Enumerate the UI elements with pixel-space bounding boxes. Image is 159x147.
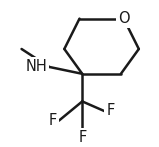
Text: NH: NH xyxy=(25,59,47,74)
Text: F: F xyxy=(106,103,115,118)
Text: F: F xyxy=(78,130,86,145)
Text: O: O xyxy=(118,11,129,26)
Text: F: F xyxy=(48,113,57,128)
